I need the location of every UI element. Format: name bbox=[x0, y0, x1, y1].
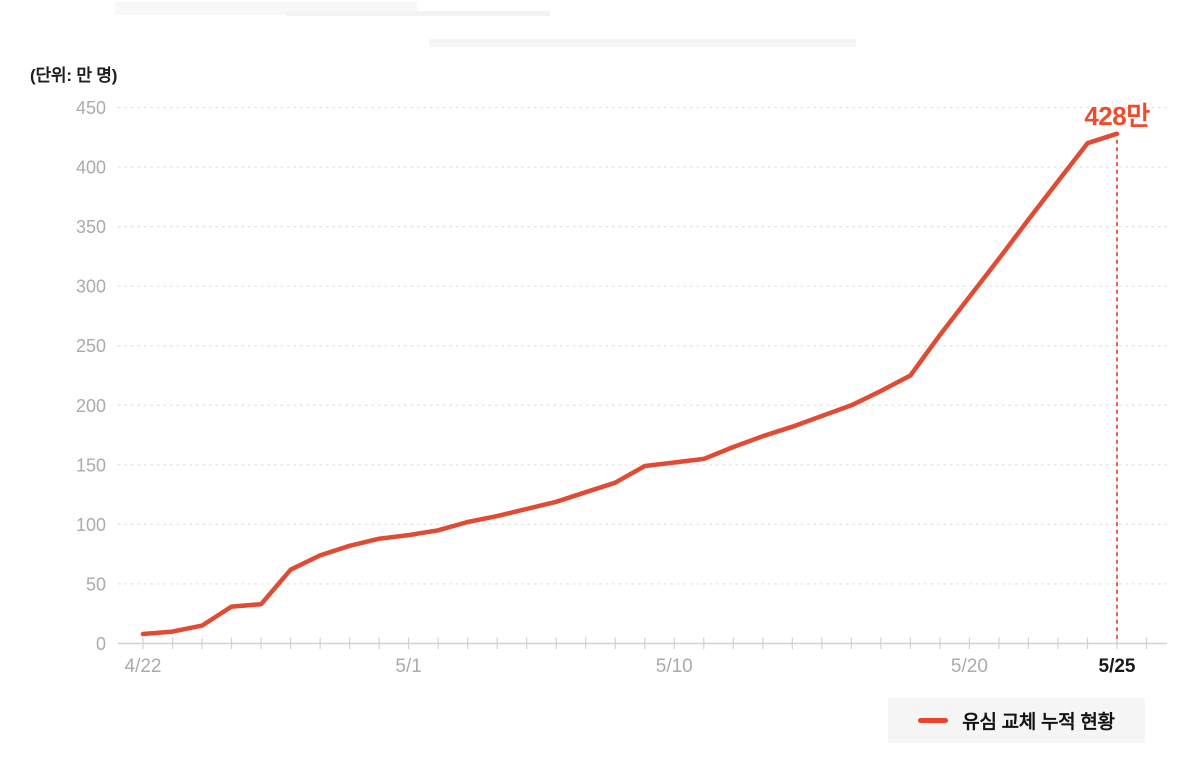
y-tick-label: 300 bbox=[76, 277, 106, 297]
y-tick-label: 250 bbox=[76, 336, 106, 356]
y-tick-label: 50 bbox=[86, 574, 106, 594]
x-tick-label: 5/10 bbox=[656, 656, 693, 677]
peak-annotation: 428만 bbox=[1084, 101, 1150, 131]
redacted-title-remnant bbox=[286, 11, 550, 16]
legend-label: 유심 교체 누적 현황 bbox=[962, 712, 1115, 733]
x-tick-label: 5/25 bbox=[1099, 656, 1136, 677]
y-tick-label: 400 bbox=[76, 158, 106, 178]
y-tick-label: 100 bbox=[76, 515, 106, 535]
x-tick-label: 5/20 bbox=[951, 656, 988, 677]
x-tick-label: 5/1 bbox=[395, 656, 421, 677]
legend-line-swatch-icon bbox=[918, 718, 949, 723]
y-tick-label: 0 bbox=[96, 634, 106, 654]
legend: 유심 교체 누적 현황 bbox=[888, 698, 1145, 743]
data-line-series bbox=[140, 131, 1120, 637]
y-tick-label: 200 bbox=[76, 396, 106, 416]
y-tick-label: 450 bbox=[76, 98, 106, 118]
x-tick-label: 4/22 bbox=[125, 656, 162, 677]
unit-label: (단위: 만 명) bbox=[30, 66, 118, 85]
redacted-subtitle-bar bbox=[429, 39, 856, 47]
y-tick-label: 150 bbox=[76, 455, 106, 475]
y-tick-label: 350 bbox=[76, 217, 106, 237]
